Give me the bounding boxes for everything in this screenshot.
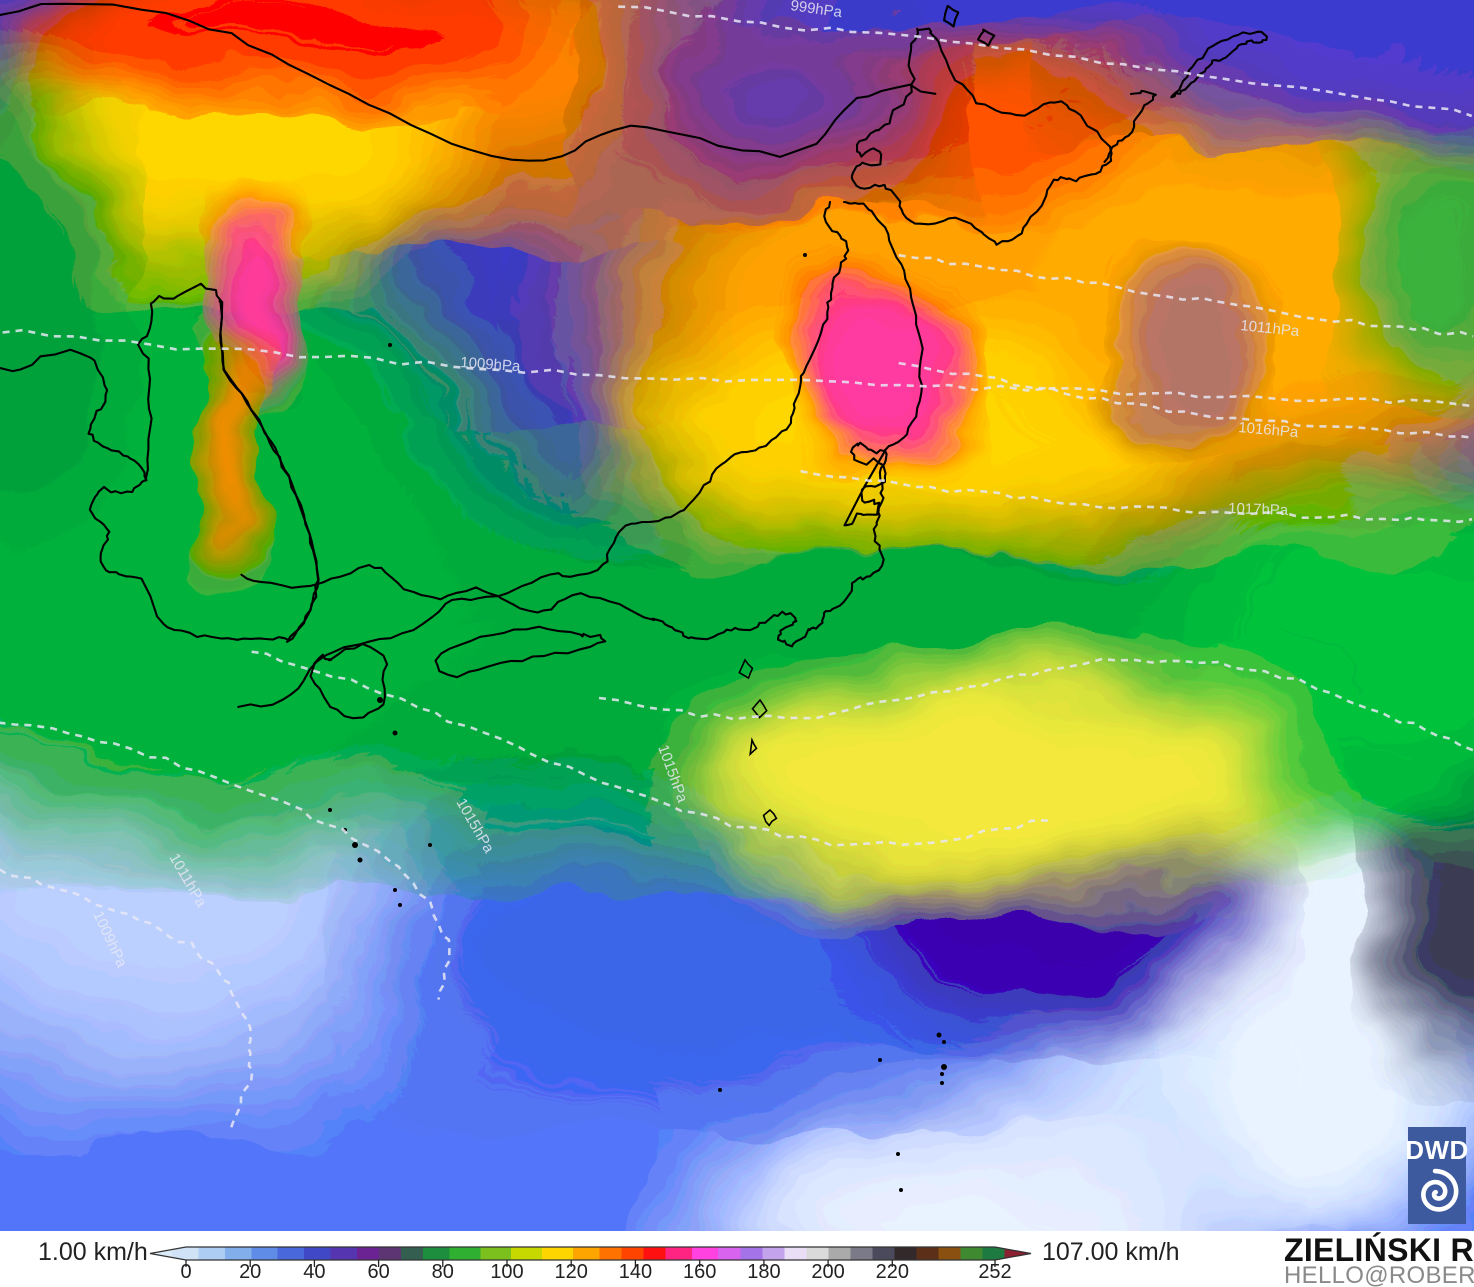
svg-text:180: 180 [747,1261,780,1283]
svg-text:0: 0 [180,1261,191,1283]
svg-text:120: 120 [555,1261,588,1283]
svg-text:60: 60 [367,1261,389,1283]
svg-text:80: 80 [432,1261,454,1283]
svg-text:220: 220 [876,1261,909,1283]
svg-text:140: 140 [619,1261,652,1283]
svg-text:DWD: DWD [1405,1135,1469,1165]
svg-text:HELLO@ROBERTZ.CO: HELLO@ROBERTZ.CO [1284,1262,1474,1287]
svg-text:20: 20 [239,1261,261,1283]
svg-text:1017hPa: 1017hPa [1228,500,1289,519]
svg-text:200: 200 [811,1261,844,1283]
svg-text:40: 40 [303,1261,325,1283]
svg-text:252: 252 [978,1261,1011,1283]
svg-text:100: 100 [490,1261,523,1283]
svg-text:1.00 km/h: 1.00 km/h [38,1238,148,1266]
svg-text:107.00 km/h: 107.00 km/h [1042,1238,1180,1266]
svg-text:160: 160 [683,1261,716,1283]
